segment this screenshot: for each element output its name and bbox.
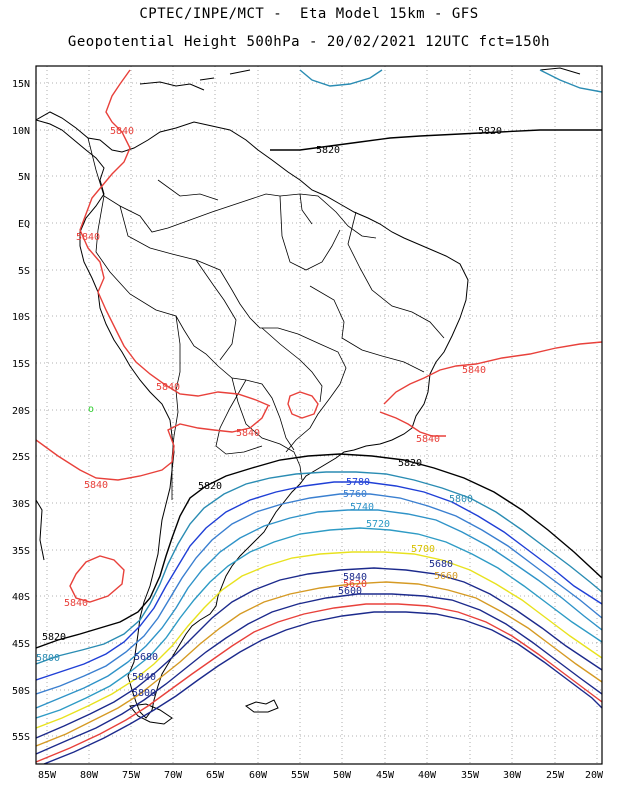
contour-label-5840: 5840 xyxy=(76,232,100,243)
contour-5840 xyxy=(36,405,269,481)
contour-label-5840: 5840 xyxy=(84,480,108,491)
lon-label: 80W xyxy=(80,770,99,781)
lat-label: 20S xyxy=(12,406,30,417)
contour-label-5820: 5820 xyxy=(316,145,340,156)
longitude-labels: 85W 80W 75W 70W 65W 60W 55W 50W 45W 40W … xyxy=(38,770,604,781)
contour-5760 xyxy=(36,493,602,695)
map-title: CPTEC/INPE/MCT - Eta Model 15km - GFS xyxy=(139,6,479,22)
lon-label: 65W xyxy=(206,770,225,781)
contour-5780 xyxy=(36,481,602,681)
contour-5740 xyxy=(36,509,602,709)
contour-5820 xyxy=(36,453,602,649)
lat-label: 45S xyxy=(12,639,30,650)
contours xyxy=(36,69,602,764)
lat-label: 5S xyxy=(18,266,30,277)
contour-label-5680: 5680 xyxy=(429,559,453,570)
lon-label: 25W xyxy=(546,770,565,781)
lon-label: 55W xyxy=(291,770,310,781)
contour-5600 xyxy=(43,611,602,764)
lat-label: 25S xyxy=(12,452,30,463)
contour-5820 xyxy=(270,129,602,151)
map-subtitle: Geopotential Height 500hPa - 20/02/2021 … xyxy=(67,34,551,50)
lat-label: 40S xyxy=(12,592,30,603)
lat-label: 30S xyxy=(12,499,30,510)
contour-label-5840: 5840 xyxy=(416,434,440,445)
contour-5700 xyxy=(36,551,602,729)
contour-label-5740: 5740 xyxy=(350,502,374,513)
contour-5840 xyxy=(79,69,271,407)
contour-5680 xyxy=(36,567,602,739)
lat-label: 5N xyxy=(18,172,30,183)
green-circle-marker: o xyxy=(88,404,94,415)
contour-label-5840: 5840 xyxy=(64,598,88,609)
contour-5640 xyxy=(36,593,602,755)
lat-label: 15S xyxy=(12,359,30,370)
lon-label: 60W xyxy=(249,770,268,781)
contour-5620 xyxy=(36,603,602,763)
contour-label-5700: 5700 xyxy=(411,544,435,555)
coastline xyxy=(36,67,581,725)
contour-label-5640: 5840 xyxy=(343,572,367,583)
lat-label: 55S xyxy=(12,732,30,743)
latitude-labels: 15N 10N 5N EQ 5S 10S 15S 20S 25S 30S 35S… xyxy=(12,79,30,743)
lon-label: 40W xyxy=(418,770,437,781)
map-frame xyxy=(35,65,603,765)
contour-label-5600: 5800 xyxy=(132,688,156,699)
contour-label-5820: 5820 xyxy=(42,632,66,643)
contour-label-5840: 5840 xyxy=(462,365,486,376)
contour-5840 xyxy=(69,555,125,603)
contour-label-5840: 5840 xyxy=(156,382,180,393)
contour-5840 xyxy=(379,411,446,437)
lon-label: 45W xyxy=(376,770,395,781)
contour-label-5800: 5800 xyxy=(36,653,60,664)
contour-label-5600: 5600 xyxy=(338,586,362,597)
lon-label: 50W xyxy=(333,770,352,781)
lat-label: 15N xyxy=(12,79,30,90)
contour-5720 xyxy=(36,527,602,719)
lat-label: 10N xyxy=(12,126,30,137)
lat-label: 35S xyxy=(12,546,30,557)
contour-label-5640: 5840 xyxy=(132,672,156,683)
contour-label-5820: 5820 xyxy=(198,481,222,492)
contour-label-5780: 5780 xyxy=(346,477,370,488)
contour-5800 xyxy=(539,69,602,93)
contour-5800 xyxy=(299,69,383,87)
contour-5840 xyxy=(287,391,319,419)
contour-5800 xyxy=(36,471,602,665)
contour-label-5820: 5820 xyxy=(478,126,502,137)
contour-label-5760: 5760 xyxy=(343,489,367,500)
lat-label: EQ xyxy=(18,219,30,230)
country-borders xyxy=(87,137,445,500)
grid xyxy=(36,66,602,764)
lat-label: 50S xyxy=(12,686,30,697)
lon-label: 85W xyxy=(38,770,57,781)
contour-label-5660: 5660 xyxy=(434,571,458,582)
contour-label-5620: 5620 xyxy=(343,579,367,590)
contour-label-5840: 5840 xyxy=(110,126,134,137)
contour-5840 xyxy=(383,341,602,405)
contour-labels: 5840 5840 5820 5820 5840 5840 5840 5820 … xyxy=(36,126,502,699)
contour-5660 xyxy=(36,581,602,747)
contour-label-5720: 5720 xyxy=(366,519,390,530)
lon-label: 20W xyxy=(585,770,604,781)
lon-label: 75W xyxy=(122,770,141,781)
contour-label-5840: 5840 xyxy=(236,428,260,439)
lon-label: 35W xyxy=(461,770,480,781)
contour-label-5680: 5680 xyxy=(134,652,158,663)
contour-label-5800: 5800 xyxy=(449,494,473,505)
lat-label: 10S xyxy=(12,312,30,323)
lon-label: 30W xyxy=(503,770,522,781)
lon-label: 70W xyxy=(164,770,183,781)
contour-label-5820: 5820 xyxy=(398,458,422,469)
